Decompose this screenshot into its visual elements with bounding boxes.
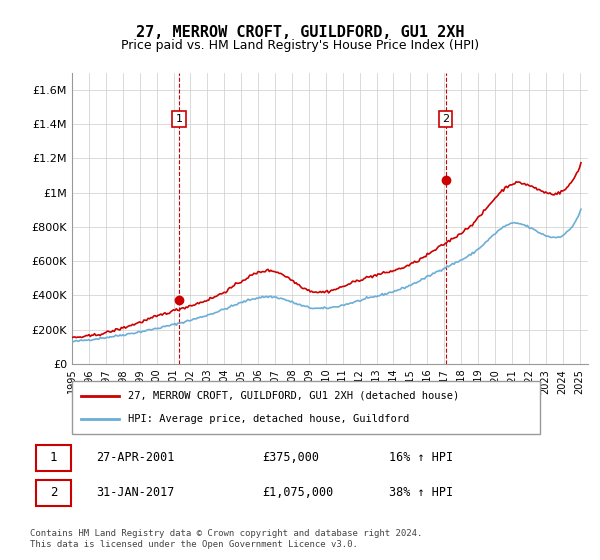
- Text: 31-JAN-2017: 31-JAN-2017: [96, 486, 175, 500]
- FancyBboxPatch shape: [72, 381, 540, 434]
- Text: 38% ↑ HPI: 38% ↑ HPI: [389, 486, 453, 500]
- Text: 1: 1: [175, 114, 182, 124]
- FancyBboxPatch shape: [35, 479, 71, 506]
- FancyBboxPatch shape: [35, 445, 71, 471]
- Text: 2: 2: [442, 114, 449, 124]
- Text: £1,075,000: £1,075,000: [262, 486, 333, 500]
- Text: 2: 2: [50, 486, 58, 500]
- Text: 27-APR-2001: 27-APR-2001: [96, 451, 175, 464]
- Text: 16% ↑ HPI: 16% ↑ HPI: [389, 451, 453, 464]
- Text: 1: 1: [50, 451, 58, 464]
- Text: Contains HM Land Registry data © Crown copyright and database right 2024.
This d: Contains HM Land Registry data © Crown c…: [30, 529, 422, 549]
- Text: 27, MERROW CROFT, GUILDFORD, GU1 2XH: 27, MERROW CROFT, GUILDFORD, GU1 2XH: [136, 25, 464, 40]
- Text: 27, MERROW CROFT, GUILDFORD, GU1 2XH (detached house): 27, MERROW CROFT, GUILDFORD, GU1 2XH (de…: [128, 391, 460, 401]
- Text: HPI: Average price, detached house, Guildford: HPI: Average price, detached house, Guil…: [128, 414, 409, 424]
- Text: Price paid vs. HM Land Registry's House Price Index (HPI): Price paid vs. HM Land Registry's House …: [121, 39, 479, 52]
- Text: £375,000: £375,000: [262, 451, 319, 464]
